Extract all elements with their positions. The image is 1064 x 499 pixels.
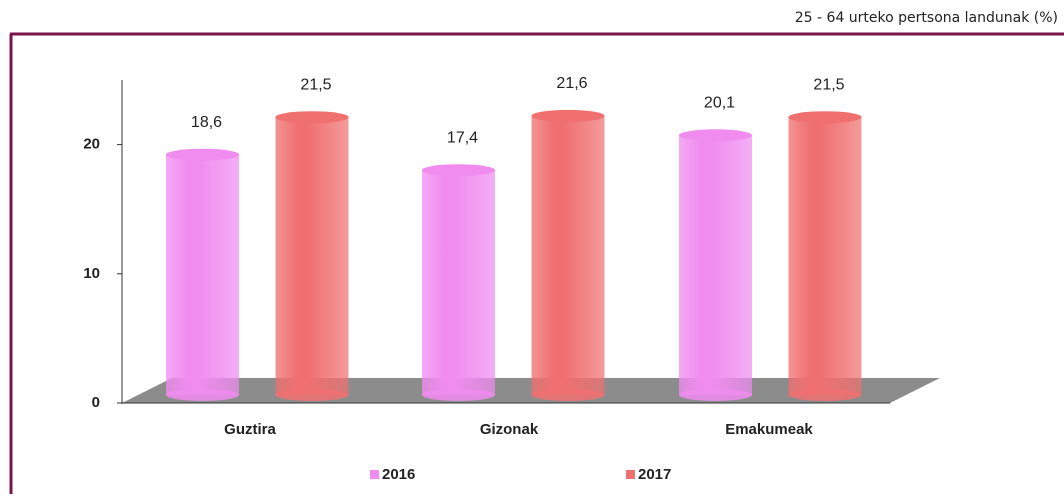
bar (679, 129, 752, 401)
value-label: 21,5 (813, 76, 844, 93)
chart-subtitle: 25 - 64 urteko pertsona landunak (%) (795, 10, 1058, 26)
y-tick-label: 10 (83, 265, 100, 282)
bar-top (788, 111, 862, 124)
bar-bottom (166, 389, 239, 401)
legend-label: 2016 (382, 466, 415, 483)
bar-body (166, 154, 239, 395)
x-tick-label: Gizonak (480, 421, 539, 438)
value-label: 21,6 (556, 75, 587, 92)
bar-top (275, 111, 349, 124)
bar-body (422, 170, 495, 395)
bar-top (531, 109, 605, 122)
bar-body (788, 117, 862, 395)
bar-bottom (679, 389, 752, 401)
value-label: 17,4 (447, 129, 478, 146)
bar-bottom (422, 389, 495, 401)
bar-top (679, 129, 752, 142)
value-label: 18,6 (191, 114, 222, 131)
x-tick-label: Emakumeak (725, 421, 813, 438)
bar (531, 109, 605, 401)
bar-top (166, 148, 239, 161)
y-tick-label: 20 (83, 136, 100, 153)
legend-swatch (626, 470, 635, 479)
legend-label: 2017 (638, 466, 671, 483)
bar (275, 111, 349, 401)
legend-swatch (370, 470, 379, 479)
bar-body (679, 135, 752, 396)
value-label: 20,1 (704, 95, 735, 112)
bar-bottom (531, 389, 605, 401)
bar-body (275, 117, 349, 395)
bar-bottom (788, 389, 862, 401)
value-label: 21,5 (300, 76, 331, 93)
bar (788, 111, 862, 401)
bar-top (422, 164, 495, 177)
x-tick-label: Guztira (224, 421, 276, 438)
bar-bottom (275, 389, 349, 401)
bar-body (531, 115, 605, 395)
bar (166, 148, 239, 401)
y-tick-label: 0 (92, 394, 100, 411)
bar (422, 164, 495, 401)
